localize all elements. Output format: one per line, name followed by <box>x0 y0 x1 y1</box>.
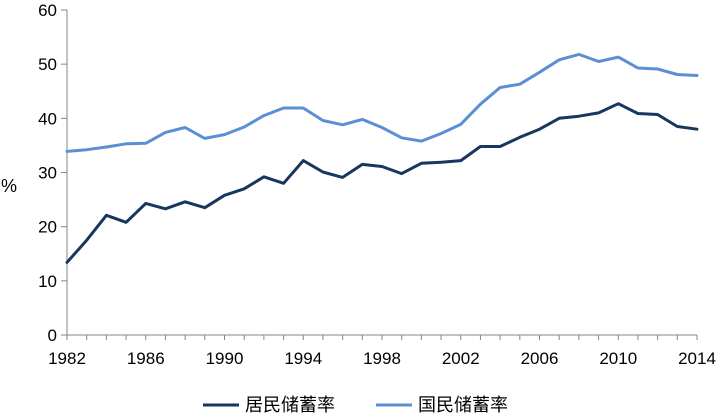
x-tick-label: 1982 <box>48 349 86 368</box>
x-tick-label: 1990 <box>206 349 244 368</box>
series-lines <box>65 52 699 264</box>
y-tick-label: 20 <box>38 218 57 237</box>
y-tick-label: 0 <box>48 326 57 345</box>
x-tick-label: 1986 <box>127 349 165 368</box>
x-tick-label: 1998 <box>363 349 401 368</box>
y-axis-title: % <box>1 176 17 196</box>
legend-label-0: 居民储蓄率 <box>245 395 335 415</box>
y-tick-label: 30 <box>38 164 57 183</box>
y-axis: 0 10 20 30 40 50 60 <box>38 1 68 345</box>
y-tick-label: 60 <box>38 1 57 20</box>
y-tick-label: 40 <box>38 109 57 128</box>
y-tick-label: 50 <box>38 55 57 74</box>
series-line-0 <box>65 102 699 264</box>
x-tick-label: 2006 <box>521 349 559 368</box>
x-tick-label: 2010 <box>599 349 637 368</box>
x-tick-label: 1994 <box>284 349 322 368</box>
series-line-1 <box>65 52 699 153</box>
x-tick-label: 2002 <box>442 349 480 368</box>
x-tick-label: 2014 <box>678 349 716 368</box>
y-tick-label: 10 <box>38 272 57 291</box>
x-axis: 1982 1986 1990 1994 1998 2002 2006 2010 2014 <box>48 334 716 368</box>
legend: 居民储蓄率 国民储蓄率 <box>203 395 508 415</box>
legend-label-1: 国民储蓄率 <box>418 395 508 415</box>
